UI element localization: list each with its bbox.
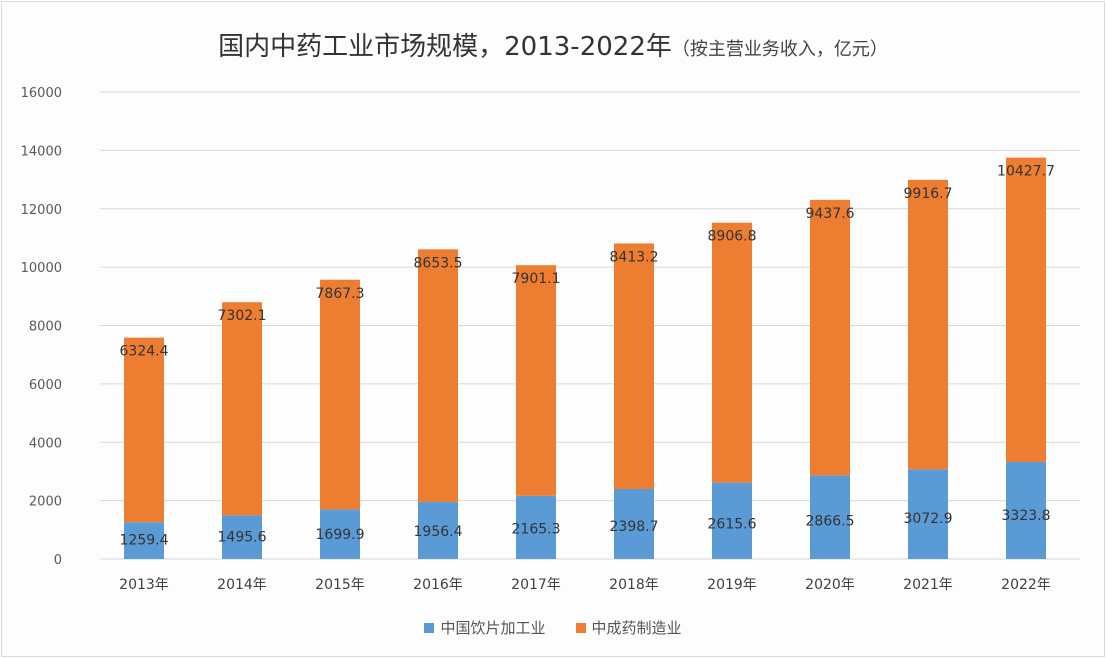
bar-patent-medicine	[222, 302, 262, 516]
legend-label: 中成药制造业	[591, 619, 682, 637]
bar-decoction-pieces	[418, 501, 458, 559]
bar-patent-medicine	[1006, 157, 1046, 462]
x-tick-label: 2020年	[805, 577, 855, 593]
x-tick-label: 2015年	[315, 577, 365, 593]
data-label: 3323.8	[1002, 508, 1051, 524]
data-label: 10427.7	[997, 164, 1055, 180]
x-tick-label: 2022年	[1001, 577, 1051, 593]
data-label: 1699.9	[316, 527, 365, 543]
data-label: 7901.1	[512, 271, 561, 287]
bar-patent-medicine	[614, 243, 654, 489]
bar-patent-medicine	[516, 265, 556, 496]
y-tick-label: 12000	[21, 203, 62, 218]
bar-patent-medicine	[418, 249, 458, 502]
legend-label: 中国饮片加工业	[440, 619, 546, 637]
bar-patent-medicine	[124, 337, 164, 523]
x-tick-label: 2016年	[413, 577, 463, 593]
bar-decoction-pieces	[124, 522, 164, 559]
x-tick-label: 2021年	[903, 577, 953, 593]
y-tick-label: 4000	[29, 436, 62, 451]
data-label: 9916.7	[904, 186, 953, 202]
y-tick-label: 8000	[29, 320, 62, 335]
bar-decoction-pieces	[222, 515, 262, 559]
data-label: 1495.6	[218, 530, 267, 546]
x-tick-label: 2014年	[217, 577, 267, 593]
legend-swatch	[424, 622, 435, 633]
bar-patent-medicine	[908, 179, 948, 470]
data-label: 1259.4	[120, 532, 169, 548]
y-tick-label: 2000	[29, 495, 62, 510]
legend-swatch	[575, 622, 586, 633]
legend-item-0: 中国饮片加工业	[424, 617, 546, 638]
title-main: 国内中药工业市场规模，2013-2022年	[218, 32, 672, 62]
y-tick-label: 10000	[21, 261, 62, 276]
y-tick-label: 16000	[21, 86, 62, 101]
data-label: 7302.1	[218, 308, 267, 324]
x-tick-label: 2017年	[511, 577, 561, 593]
data-label: 8653.5	[414, 255, 463, 271]
bar-decoction-pieces	[810, 475, 850, 559]
bar-decoction-pieces	[320, 509, 360, 559]
data-label: 8906.8	[708, 229, 757, 245]
legend: 中国饮片加工业 中成药制造业	[0, 617, 1106, 638]
x-tick-label: 2018年	[609, 577, 659, 593]
data-label: 6324.4	[120, 344, 169, 360]
bar-decoction-pieces	[1006, 461, 1046, 559]
bar-decoction-pieces	[614, 488, 654, 559]
data-label: 7867.3	[316, 286, 365, 302]
bar-decoction-pieces	[516, 495, 556, 559]
y-tick-label: 0	[54, 553, 62, 568]
bar-patent-medicine	[712, 222, 752, 483]
data-label: 2398.7	[610, 519, 659, 535]
data-label: 8413.2	[610, 249, 659, 265]
legend-item-1: 中成药制造业	[575, 617, 682, 638]
data-label: 2615.6	[708, 516, 757, 532]
data-label: 2866.5	[806, 514, 855, 530]
data-label: 3072.9	[904, 511, 953, 527]
bar-patent-medicine	[810, 199, 850, 476]
y-tick-label: 6000	[29, 378, 62, 393]
chart-title: 国内中药工业市场规模，2013-2022年（按主营业务收入，亿元）	[0, 26, 1106, 63]
bar-patent-medicine	[320, 279, 360, 510]
x-tick-label: 2013年	[119, 577, 169, 593]
title-subtitle: （按主营业务收入，亿元）	[671, 39, 888, 60]
data-label: 1956.4	[414, 524, 463, 540]
data-label: 9437.6	[806, 206, 855, 222]
y-tick-label: 14000	[21, 144, 62, 159]
bar-decoction-pieces	[908, 469, 948, 559]
bar-decoction-pieces	[712, 482, 752, 559]
data-label: 2165.3	[512, 522, 561, 538]
x-tick-label: 2019年	[707, 577, 757, 593]
